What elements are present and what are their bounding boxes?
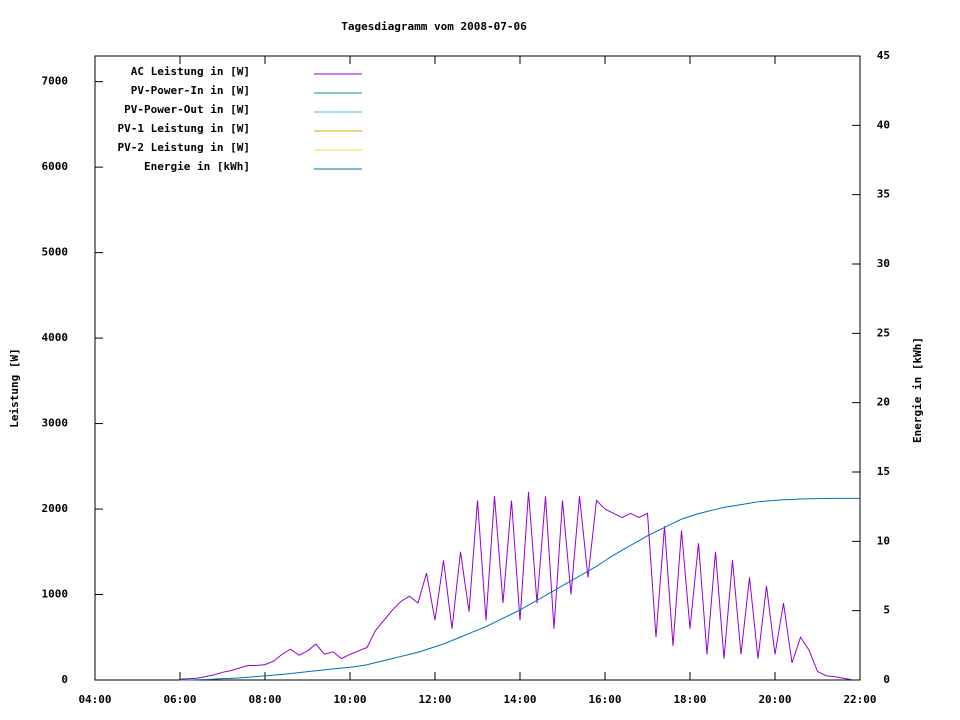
y2-tick-label: 20 <box>877 396 890 409</box>
legend-label: PV-2 Leistung in [W] <box>118 141 250 154</box>
legend-label: PV-1 Leistung in [W] <box>118 122 250 135</box>
y2-tick-label: 25 <box>877 326 890 339</box>
series-line <box>180 497 860 681</box>
x-tick-label: 04:00 <box>78 693 111 706</box>
x-tick-label: 20:00 <box>758 693 791 706</box>
x-tick-label: 22:00 <box>843 693 876 706</box>
y2-tick-label: 15 <box>877 465 890 478</box>
x-tick-label: 06:00 <box>163 693 196 706</box>
y2-tick-label: 40 <box>877 118 890 131</box>
legend-label: AC Leistung in [W] <box>131 65 250 78</box>
x-tick-label: 14:00 <box>503 693 536 706</box>
y2-tick-label: 0 <box>883 673 890 686</box>
x-tick-label: 18:00 <box>673 693 706 706</box>
y-tick-label: 5000 <box>42 246 69 259</box>
y-tick-label: 0 <box>61 673 68 686</box>
y-tick-label: 3000 <box>42 417 69 430</box>
y-axis-label: Leistung [W] <box>8 348 21 427</box>
legend-label: PV-Power-Out in [W] <box>124 103 250 116</box>
y2-tick-label: 45 <box>877 49 890 62</box>
y2-tick-label: 10 <box>877 534 890 547</box>
y-tick-label: 2000 <box>42 502 69 515</box>
y2-tick-label: 35 <box>877 188 890 201</box>
x-tick-label: 12:00 <box>418 693 451 706</box>
y-tick-label: 4000 <box>42 331 69 344</box>
x-tick-label: 10:00 <box>333 693 366 706</box>
legend-label: PV-Power-In in [W] <box>131 84 250 97</box>
series-line <box>179 491 852 681</box>
y2-tick-label: 30 <box>877 257 890 270</box>
y2-tick-label: 5 <box>883 604 890 617</box>
y-tick-label: 6000 <box>42 160 69 173</box>
legend-label: Energie in [kWh] <box>144 160 250 173</box>
x-tick-label: 16:00 <box>588 693 621 706</box>
y-tick-label: 7000 <box>42 75 69 88</box>
x-tick-label: 08:00 <box>248 693 281 706</box>
plot-border <box>94 55 861 681</box>
y-tick-label: 1000 <box>42 588 69 601</box>
chart-title: Tagesdiagramm vom 2008-07-06 <box>341 20 527 33</box>
y2-axis-label: Energie in [kWh] <box>911 337 924 443</box>
